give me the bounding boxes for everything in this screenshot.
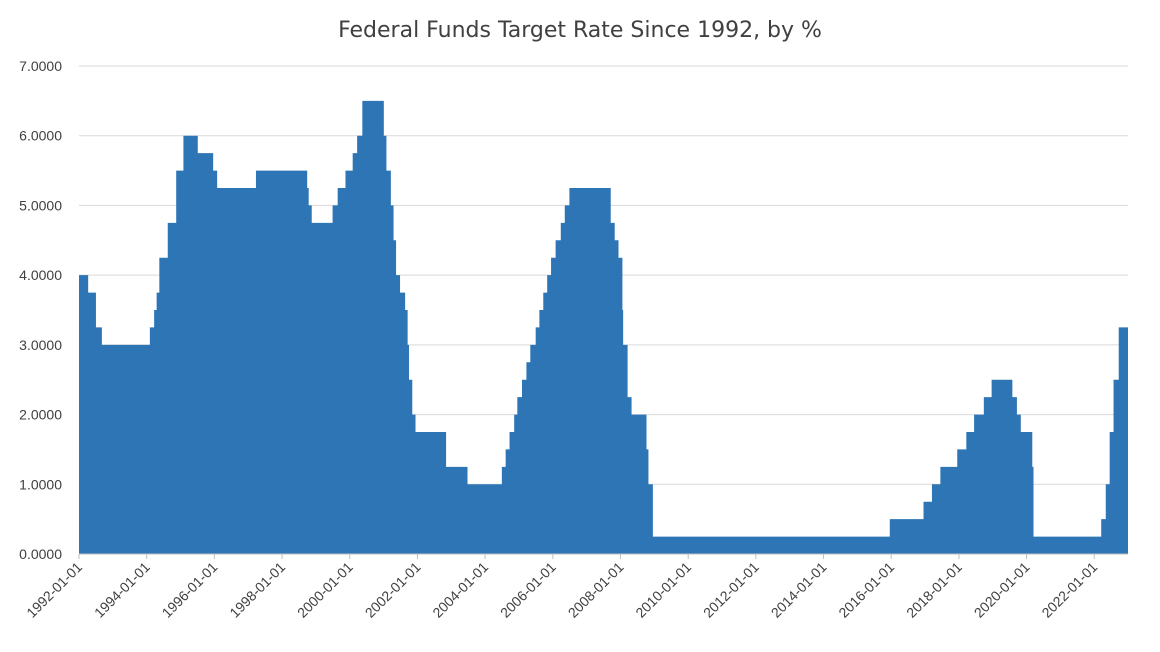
x-tick-label: 2008-01-01 xyxy=(565,559,627,621)
y-tick-label: 6.0000 xyxy=(19,128,62,144)
x-tick-label: 2004-01-01 xyxy=(429,559,491,621)
y-tick-label: 3.0000 xyxy=(19,337,62,353)
x-tick-label: 2000-01-01 xyxy=(294,559,356,621)
x-tick-label: 2022-01-01 xyxy=(1038,559,1100,621)
y-tick-label: 0.0000 xyxy=(19,546,62,562)
x-tick-label: 2012-01-01 xyxy=(700,559,762,621)
x-tick-label: 1998-01-01 xyxy=(226,559,288,621)
y-tick-label: 5.0000 xyxy=(19,197,62,213)
chart-title: Federal Funds Target Rate Since 1992, by… xyxy=(338,18,822,43)
x-tick-label: 2006-01-01 xyxy=(497,559,559,621)
x-tick-label: 2020-01-01 xyxy=(971,559,1033,621)
x-axis-ticks: 1992-01-01 1994-01-01 1996-01-01 1998-01-01… xyxy=(23,554,1101,621)
y-tick-label: 4.0000 xyxy=(19,267,62,283)
x-tick-label: 2002-01-01 xyxy=(362,559,424,621)
series-area xyxy=(79,100,1128,555)
x-tick-label: 2014-01-01 xyxy=(768,559,830,621)
plot-area xyxy=(79,100,1128,555)
y-tick-label: 2.0000 xyxy=(19,407,62,423)
x-tick-label: 2018-01-01 xyxy=(903,559,965,621)
y-tick-label: 1.0000 xyxy=(19,476,62,492)
x-tick-label: 2010-01-01 xyxy=(632,559,694,621)
x-tick-label: 2016-01-01 xyxy=(835,559,897,621)
x-tick-label: 1996-01-01 xyxy=(159,559,221,621)
x-tick-label: 1994-01-01 xyxy=(91,559,153,621)
y-tick-label: 7.0000 xyxy=(19,58,62,74)
x-tick-label: 1992-01-01 xyxy=(23,559,85,621)
y-axis-ticks: 0.0000 1.0000 2.0000 3.0000 4.0000 5.0000 6.00… xyxy=(19,58,62,562)
